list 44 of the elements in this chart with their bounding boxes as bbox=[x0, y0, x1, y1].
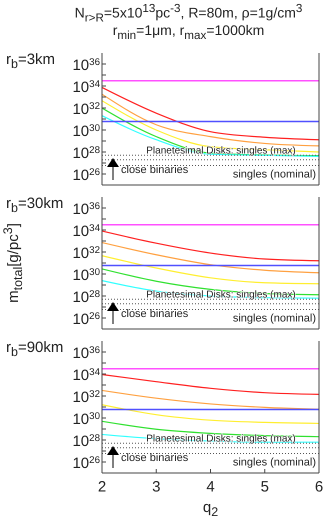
y-tick-label: 10$^{26}$ bbox=[72, 310, 100, 328]
y-tick-label: 10$^{32}$ bbox=[72, 100, 100, 118]
text: r$_{b}$=3km bbox=[6, 51, 56, 71]
annotation: close binaries bbox=[121, 308, 188, 320]
y-tick-label: 10$^{36}$ bbox=[72, 344, 100, 362]
text: r$_{b}$=30km bbox=[6, 195, 64, 215]
x-tick-label: 4 bbox=[206, 478, 215, 496]
y-tick-label: 10$^{26}$ bbox=[72, 454, 100, 472]
x-tick-label: 5 bbox=[260, 478, 269, 496]
line-series bbox=[102, 404, 319, 424]
line-series bbox=[102, 107, 319, 156]
y-tick-label: 10$^{30}$ bbox=[72, 122, 101, 140]
y-tick-label: 10$^{30}$ bbox=[72, 266, 101, 284]
line-series bbox=[102, 86, 319, 140]
chart-title: N$_{r>R}$=5x10$^{13}$pc$^{-3}$, R=80m, ρ=1g/cm$^{3}$ bbox=[74, 2, 302, 24]
ref-line-label: singles (nominal) bbox=[232, 168, 316, 180]
y-tick-label: 10$^{32}$ bbox=[72, 388, 100, 406]
x-tick-label: 2 bbox=[98, 478, 106, 496]
y-tick-label: 10$^{28}$ bbox=[72, 144, 100, 162]
line-series bbox=[102, 115, 319, 157]
y-tick-label: 10$^{32}$ bbox=[72, 244, 100, 262]
y-tick-label: 10$^{34}$ bbox=[72, 78, 101, 96]
x-tick-label: 6 bbox=[314, 478, 324, 496]
y-tick-label: 10$^{28}$ bbox=[72, 432, 100, 450]
x-tick-label: 3 bbox=[152, 478, 160, 496]
line-series bbox=[102, 94, 319, 146]
ref-line-label: singles (nominal) bbox=[232, 312, 316, 324]
y-tick-label: 10$^{30}$ bbox=[72, 410, 101, 428]
y-tick-label: 10$^{28}$ bbox=[72, 288, 100, 306]
chart-subtitle: r$_{min}$=1μm, r$_{max}$=1000km bbox=[112, 22, 264, 42]
y-tick-label: 10$^{36}$ bbox=[72, 56, 100, 74]
line-series bbox=[102, 374, 319, 395]
line-series bbox=[102, 230, 319, 262]
y-tick-label: 10$^{34}$ bbox=[72, 366, 101, 384]
line-series bbox=[102, 255, 319, 284]
y-tick-label: 10$^{34}$ bbox=[72, 222, 101, 240]
y-tick-label: 10$^{26}$ bbox=[72, 166, 100, 184]
line-series bbox=[102, 242, 319, 274]
ref-line-label: singles (nominal) bbox=[232, 456, 316, 468]
y-tick-label: 10$^{36}$ bbox=[72, 200, 100, 218]
annotation: close binaries bbox=[121, 452, 188, 464]
text: r$_{b}$=90km bbox=[6, 339, 64, 359]
x-axis-title: q$_{2}$ bbox=[202, 499, 220, 519]
annotation: close binaries bbox=[121, 164, 188, 176]
